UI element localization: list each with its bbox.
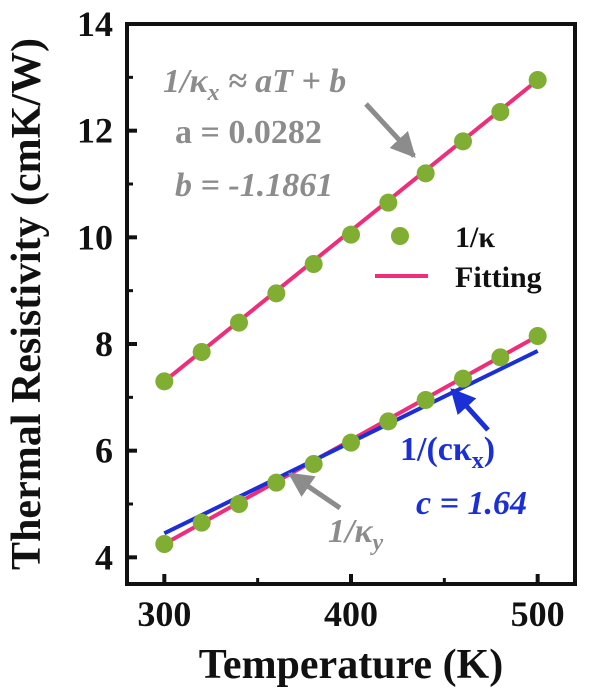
ky-lhs: 1/κ: [328, 513, 373, 550]
scaled-kx-subscript: x: [472, 448, 484, 474]
y-tick-label: 8: [95, 324, 113, 364]
data-point: [379, 412, 398, 431]
scaled-kx-suffix: ): [484, 431, 495, 468]
data-point: [528, 71, 547, 89]
y-tick-label: 12: [77, 111, 113, 151]
y-tick-label: 14: [77, 4, 113, 44]
y-tick-label: 4: [95, 537, 113, 577]
data-point: [155, 372, 174, 391]
legend-marker-points: [391, 227, 409, 245]
data-point: [342, 225, 360, 244]
data-point: [304, 255, 323, 273]
data-points-layer: [155, 71, 547, 553]
x-tick-label: 300: [137, 594, 191, 634]
legend-label-points: 1/κ: [455, 221, 495, 254]
data-point: [416, 164, 435, 183]
ticks-layer: 300 400 500 4 6 8 10 12 14: [77, 4, 565, 634]
x-tick-label: 500: [511, 594, 565, 634]
data-point: [230, 495, 248, 513]
ky-arrow: [287, 471, 342, 511]
x-tick-label: 400: [324, 594, 378, 634]
data-point: [416, 391, 435, 409]
b-value-label: b = -1.1861: [175, 167, 333, 204]
y-tick-label: 6: [95, 431, 113, 471]
fit-equation-label: 1/κx ≈ aT + b: [163, 63, 346, 106]
ky-label: 1/κy: [328, 513, 383, 556]
fit-equation-subscript: x: [206, 80, 219, 106]
data-point: [192, 343, 211, 361]
scaled-kx-label: 1/(cκx): [400, 431, 495, 474]
scaled-kx-prefix: 1/(cκ: [400, 431, 472, 468]
data-point: [379, 193, 398, 212]
legend-label-fitting: Fitting: [455, 261, 542, 294]
data-point: [267, 284, 286, 303]
data-point: [267, 473, 286, 492]
data-point: [304, 455, 323, 473]
fit-equation-lhs: 1/κ: [163, 63, 208, 100]
fit-equation-rhs: ≈ aT + b: [219, 63, 346, 100]
data-point: [454, 369, 472, 388]
y-tick-label: 10: [77, 217, 113, 257]
fit-equation-arrow: [364, 102, 416, 158]
c-value-label: c = 1.64: [416, 485, 527, 522]
data-point: [491, 348, 510, 367]
ky-subscript: y: [369, 530, 383, 556]
x-axis-title: Temperature (K): [199, 642, 503, 688]
data-point: [528, 327, 547, 345]
data-point: [192, 513, 211, 532]
data-point: [342, 433, 360, 452]
a-value-label: a = 0.0282: [175, 114, 322, 151]
data-point: [491, 103, 510, 121]
y-axis-title: Thermal Resistivity (cmK/W): [4, 38, 50, 570]
data-point: [155, 535, 174, 553]
scaled-kx-arrow: [450, 388, 490, 432]
data-point: [230, 313, 248, 332]
data-point: [454, 132, 472, 151]
